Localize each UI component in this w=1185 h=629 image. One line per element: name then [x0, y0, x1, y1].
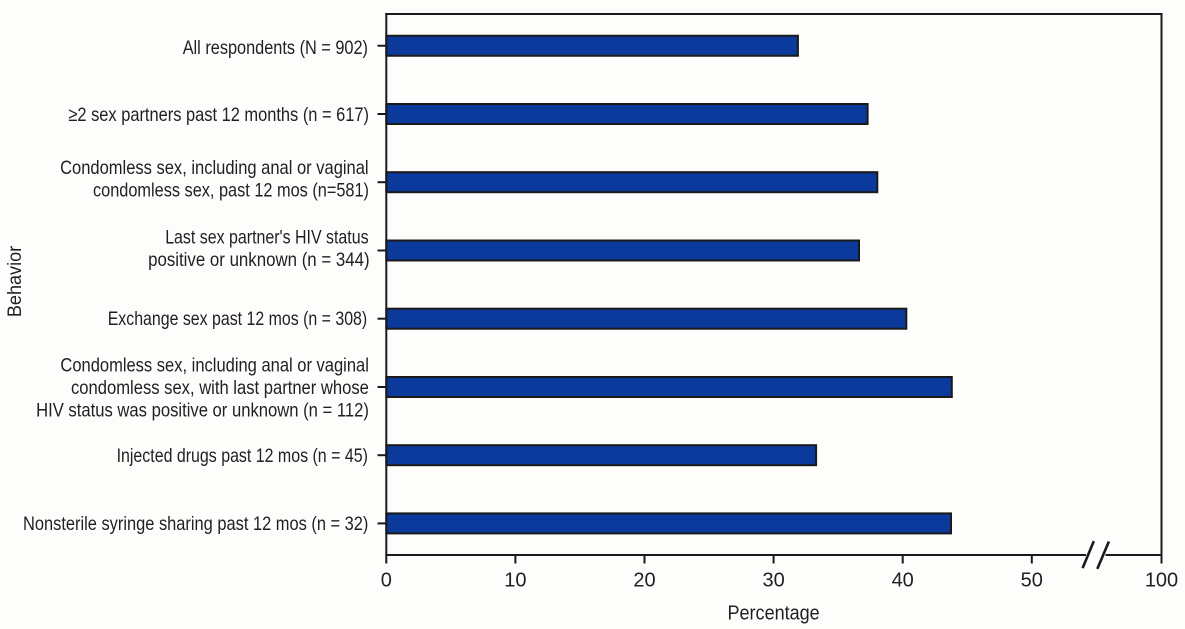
svg-text:positive or unknown (n = 344): positive or unknown (n = 344): [148, 249, 370, 271]
svg-text:condomless sex, past 12 mos (n: condomless sex, past 12 mos (n=581): [93, 180, 369, 202]
svg-text:20: 20: [633, 570, 655, 592]
svg-text:50: 50: [1021, 570, 1043, 592]
svg-text:Nonsterile syringe sharing pas: Nonsterile syringe sharing past 12 mos (…: [23, 513, 368, 535]
svg-text:Condomless sex, including anal: Condomless sex, including anal or vagina…: [60, 355, 369, 377]
svg-text:Behavior: Behavior: [4, 245, 26, 317]
svg-text:Last sex partner's HIV status: Last sex partner's HIV status: [165, 227, 368, 249]
svg-text:10: 10: [504, 570, 526, 592]
svg-text:Condomless sex, including anal: Condomless sex, including anal or vagina…: [60, 157, 369, 179]
svg-text:Injected drugs past 12 mos (n: Injected drugs past 12 mos (n = 45): [117, 445, 368, 467]
svg-text:100: 100: [1145, 570, 1178, 592]
svg-text:Percentage: Percentage: [728, 603, 820, 625]
svg-text:Exchange sex past 12 mos (n =: Exchange sex past 12 mos (n = 308): [108, 308, 368, 330]
svg-text:0: 0: [381, 570, 392, 592]
svg-text:All respondents (N = 902): All respondents (N = 902): [183, 37, 368, 59]
svg-text:≥2 sex partners past 12 months: ≥2 sex partners past 12 months (n = 617): [68, 104, 369, 126]
svg-text:condomless sex, with last part: condomless sex, with last partner whose: [71, 377, 369, 399]
svg-text:40: 40: [892, 570, 914, 592]
svg-text:30: 30: [762, 570, 784, 592]
svg-text:HIV status was positive or unk: HIV status was positive or unknown (n = …: [36, 400, 369, 422]
